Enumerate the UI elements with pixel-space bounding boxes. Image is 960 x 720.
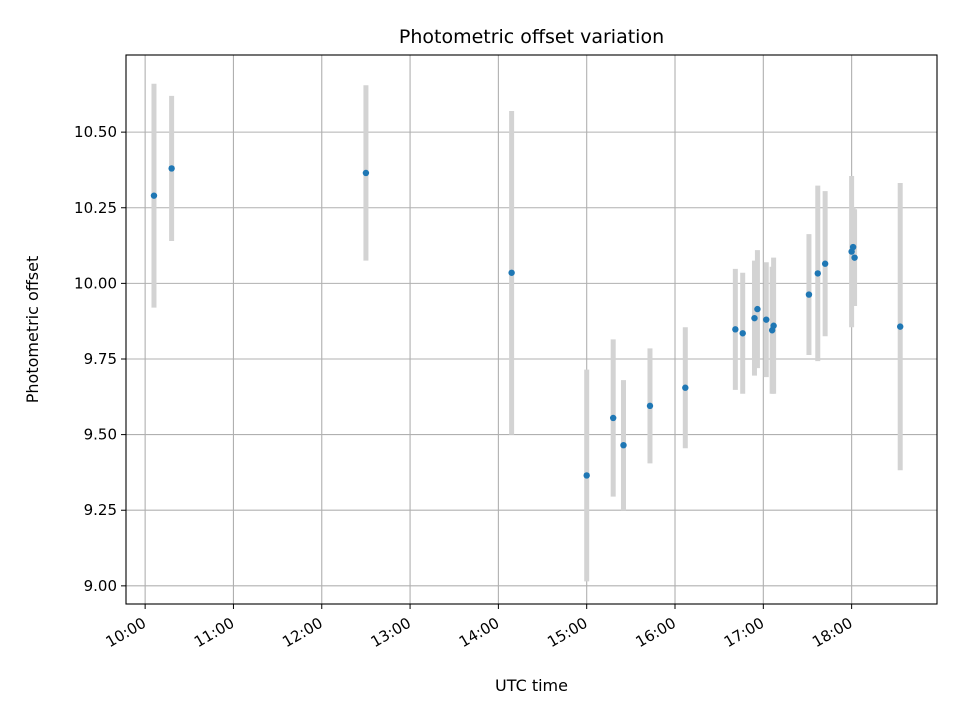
grid [126,55,937,604]
data-point [732,326,739,333]
data-point [805,291,813,298]
data-points [150,165,904,479]
x-tick-label: 12:00 [279,614,325,651]
x-axis: 10:00 11:00 12:00 13:00 14:00 15:00 16:00 17:00… [103,604,856,651]
data-point [150,192,158,199]
data-point [821,260,829,267]
y-tick-label: 9.00 [84,577,117,595]
data-point [849,243,857,251]
x-tick-label: 15:00 [544,614,590,651]
y-tick-label: 10.50 [74,123,117,141]
data-point [814,270,821,277]
data-point [682,384,689,391]
error-bars [151,83,903,582]
y-tick-label: 10.00 [74,274,117,292]
data-point [739,330,746,337]
x-tick-label: 13:00 [368,614,414,651]
y-tick-label: 9.50 [84,426,117,444]
x-axis-title: UTC time [495,676,568,695]
data-point [609,414,617,422]
data-point [754,305,761,313]
data-point [508,269,515,276]
data-point [583,472,590,479]
data-point [620,441,627,449]
plot-frame [125,54,938,605]
x-tick-label: 10:00 [103,614,149,651]
y-axis-title: Photometric offset [23,256,42,404]
x-tick-label: 18:00 [809,614,855,651]
data-point [751,314,758,322]
chart-title: Photometric offset variation [399,26,664,48]
y-tick-label: 9.25 [84,501,117,519]
data-point [168,165,175,172]
data-point [646,402,654,410]
data-point [362,169,370,177]
y-axis: 9.00 9.25 9.50 9.75 10.00 10.25 10.50 [74,123,126,595]
x-tick-label: 17:00 [721,614,767,651]
data-point [763,316,770,323]
data-point [897,323,904,330]
x-tick-label: 16:00 [633,614,679,651]
x-tick-label: 11:00 [191,614,237,651]
y-tick-label: 10.25 [74,199,117,217]
x-tick-label: 14:00 [456,614,502,651]
data-point [851,254,858,261]
y-tick-label: 9.75 [84,350,117,368]
data-point [770,322,777,329]
